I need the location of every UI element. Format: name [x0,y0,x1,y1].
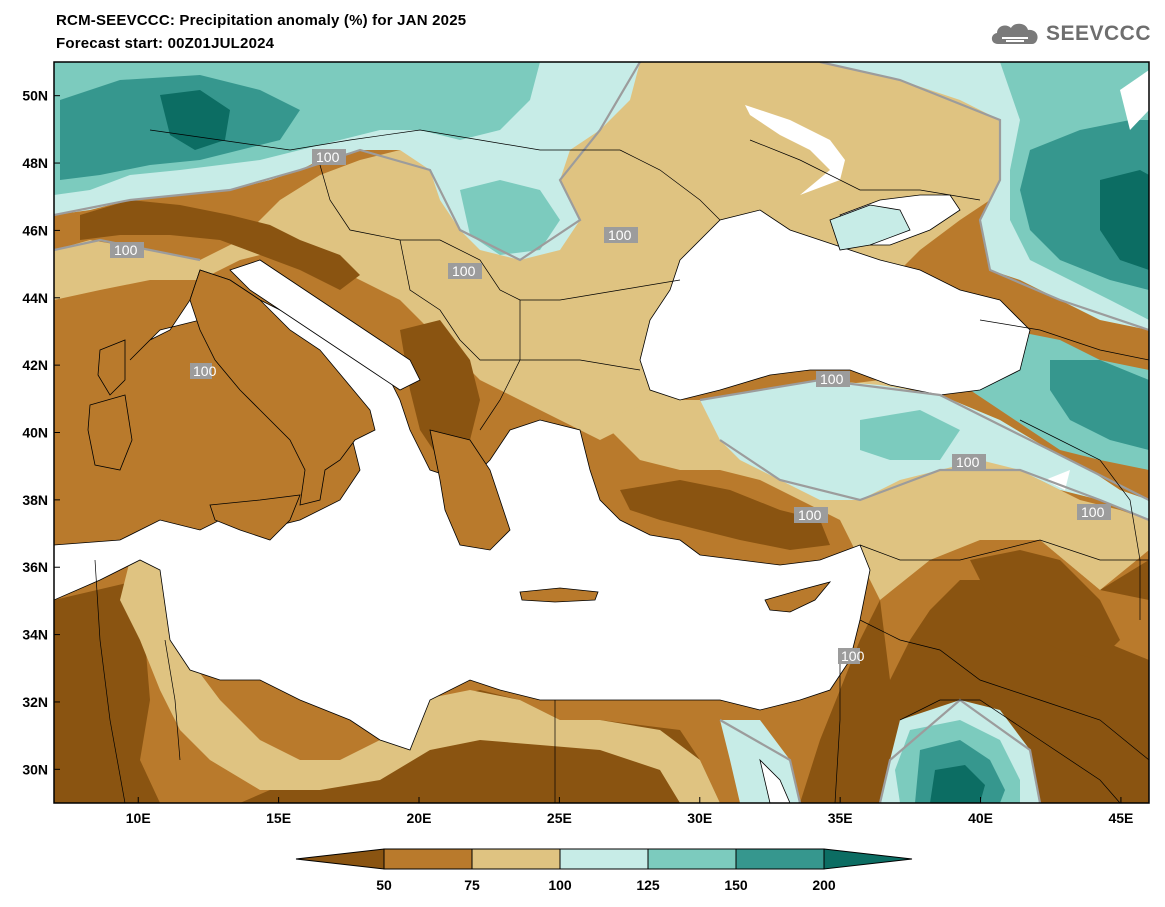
italy-peninsula [189,269,376,506]
contour-label: 100 [316,149,340,165]
contour-label: 100 [452,263,476,279]
black-sea [639,209,1031,401]
lat-tick-label: 50N [22,88,48,104]
anomaly-dry-strong-patch-anatolia [620,480,830,550]
colorbar: 50 75 100 125 150 200 [295,848,913,893]
lake-mask-east [1045,470,1070,490]
lon-tick-label: 45E [1108,810,1133,826]
corsica-island [97,339,126,396]
crimea-peninsula [829,204,911,251]
sardinia-island [87,394,133,471]
lat-tick-label: 46N [22,222,48,238]
lon-tick-label: 40E [968,810,993,826]
lat-tick-label: 30N [22,761,48,777]
contour-labels: 100 100 100 100 100 100 100 100 100 100 [110,149,1111,664]
lon-tick-label: 25E [547,810,572,826]
lon-tick-label: 30E [687,810,712,826]
colorbar-label: 100 [548,877,572,893]
anomaly-dry-strong-patch-balkans [400,320,480,460]
contour-label: 100 [820,371,844,387]
lat-tick-label: 38N [22,492,48,508]
red-sea-gulf [759,758,791,803]
lon-tick-label: 10E [126,810,151,826]
adriatic-sea [229,259,421,391]
contour-label: 100 [114,242,138,258]
anomaly-field-wet-strong-georgia [1050,360,1149,450]
cloud-icon [991,23,1038,44]
lat-tick-label: 48N [22,155,48,171]
anomaly-field-wet-very-north [160,90,230,150]
caspian-edge-mask [1120,70,1149,130]
colorbar-bin [383,848,473,870]
country-borders [94,129,1149,803]
colorbar-bin [471,848,561,870]
colorbar-bin [735,848,825,870]
logo-text: SEEVCCC [1045,22,1151,45]
colorbar-bin [823,848,913,870]
lat-tick-label: 42N [22,357,48,373]
map-area: 100 100 100 100 100 100 100 100 100 100 [54,62,1149,803]
colorbar-label: 150 [724,877,748,893]
chart-title: RCM-SEEVCCC: Precipitation anomaly (%) f… [56,12,467,29]
colorbar-label: 200 [812,877,836,893]
anomaly-field-dry-libya [140,560,300,803]
anomaly-field-wet-very-east [1100,170,1149,270]
contour-label: 100 [841,648,865,664]
colorbar-label: 75 [464,877,480,893]
cyprus-island [764,581,832,613]
contour-label: 100 [956,454,980,470]
latitude-axis: 50N 48N 46N 44N 42N 40N 38N 36N 34N 32N 30N [22,88,60,777]
contour-label: 100 [608,227,632,243]
lat-tick-label: 40N [22,425,48,441]
greece-peninsula [429,429,511,551]
anomaly-dry-strong-patch-alps [80,200,360,290]
longitude-axis: 10E 15E 20E 25E 30E 35E 40E 45E [126,797,1133,826]
colorbar-bin [295,848,385,870]
lat-tick-label: 34N [22,627,48,643]
lat-tick-label: 44N [22,290,48,306]
anomaly-field-dry-light-north-africa [120,540,720,803]
anomaly-field-wet-turkey [860,410,960,460]
lon-tick-label: 35E [828,810,853,826]
lat-tick-label: 32N [22,694,48,710]
contour-label: 100 [1081,504,1105,520]
seevccc-logo: SEEVCCC [988,20,1151,48]
crete-island [519,587,599,603]
dnieper-river-mask [745,105,845,195]
colorbar-label: 125 [636,877,660,893]
sicily-island [209,494,301,541]
colorbar-bin [559,848,649,870]
contour-label: 100 [798,507,822,523]
anomaly-dry-strong-patch-arabia [970,550,1120,660]
lon-tick-label: 20E [407,810,432,826]
lat-tick-label: 36N [22,559,48,575]
anomaly-field-dry-east [880,540,1149,680]
anomaly-field-wet-very-arabia [930,765,985,803]
colorbar-bin [647,848,737,870]
contour-label: 100 [193,363,217,379]
lon-tick-label: 15E [266,810,291,826]
anomaly-field-wet-carpathians [460,180,560,255]
forecast-start-label: Forecast start: 00Z01JUL2024 [56,35,275,52]
colorbar-label: 50 [376,877,392,893]
